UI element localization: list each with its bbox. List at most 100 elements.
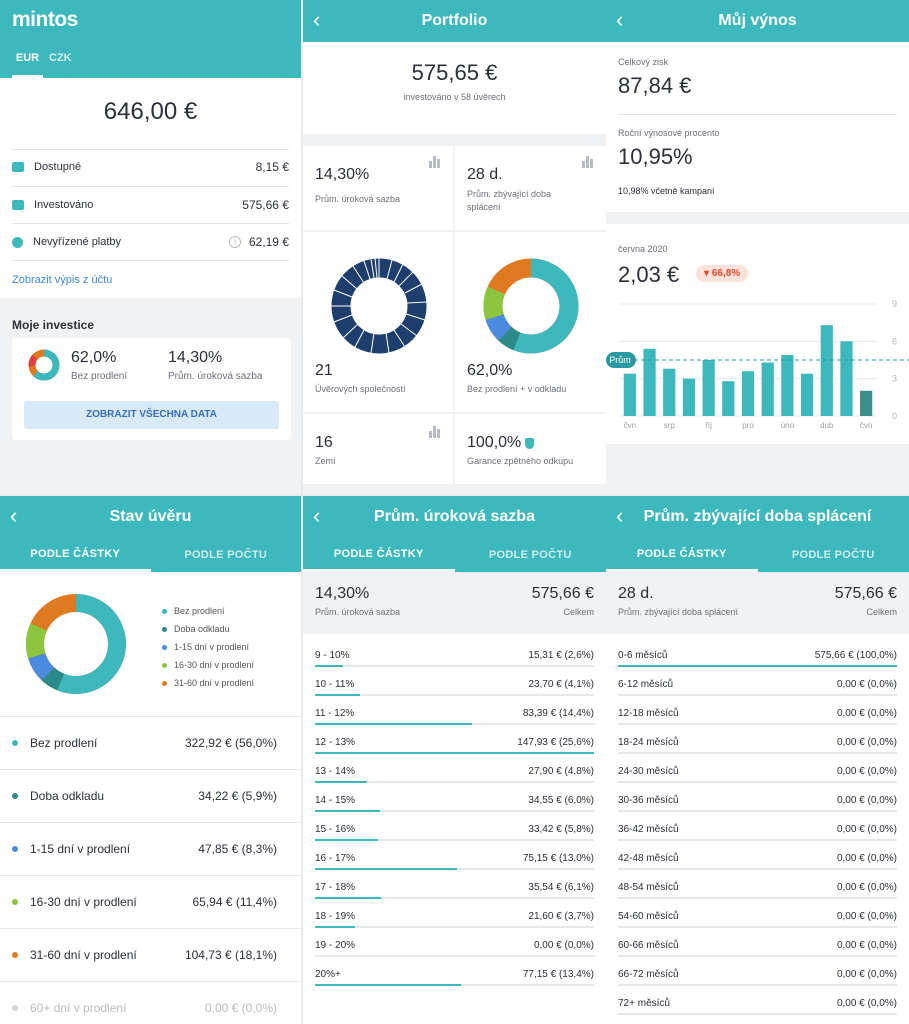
term-tile[interactable]: 28 d. Prům. zbývající doba splácení bbox=[455, 146, 606, 230]
buyback-label: Garance zpětného odkupu bbox=[467, 456, 574, 466]
range-row: 12-18 měsíců 0,00 € (0,0%) bbox=[618, 700, 897, 729]
clock-icon bbox=[12, 236, 23, 248]
statement-link[interactable]: Zobrazit výpis z účtu bbox=[12, 274, 113, 286]
range-value: 27,90 € (4,8%) bbox=[528, 766, 594, 777]
back-icon[interactable]: ‹ bbox=[313, 503, 321, 528]
status-dot-icon bbox=[12, 1005, 18, 1011]
term-header: ‹ Prům. zbývající doba splácení bbox=[606, 496, 909, 538]
range-label: 66-72 měsíců bbox=[618, 969, 679, 980]
range-value: 0,00 € (0,0%) bbox=[836, 795, 897, 806]
range-track bbox=[618, 1013, 897, 1015]
range-value: 0,00 € (0,0%) bbox=[836, 969, 897, 980]
range-label: 12 - 13% bbox=[315, 737, 356, 748]
x-tick-label: říj bbox=[705, 421, 712, 430]
monthly-bar-chart: 9 6 3 0 čvn srp říj pro úno dub čvn Prům bbox=[606, 299, 909, 430]
range-label: 12-18 měsíců bbox=[618, 708, 679, 719]
range-row: 10 - 11% 23,70 € (4,1%) bbox=[315, 671, 594, 700]
bar bbox=[722, 381, 735, 416]
range-row: 14 - 15% 34,55 € (6,0%) bbox=[315, 787, 594, 816]
tab-by-count[interactable]: PODLE POČTU bbox=[488, 549, 572, 561]
term-label: Prům. zbývající doba splácení bbox=[467, 189, 552, 212]
average-tag bbox=[606, 352, 636, 368]
bar bbox=[623, 373, 636, 416]
tab-by-amount[interactable]: PODLE ČÁSTKY bbox=[303, 538, 455, 572]
returns-header: ‹ Můj výnos bbox=[606, 0, 909, 42]
range-value: 35,54 € (6,1%) bbox=[528, 882, 594, 893]
companies-tile[interactable]: 21 Úvěrových společností bbox=[303, 232, 453, 412]
range-row: 66-72 měsíců 0,00 € (0,0%) bbox=[618, 961, 897, 990]
range-label: 15 - 16% bbox=[315, 824, 356, 835]
loan-status-row[interactable]: 31-60 dní v prodlení 104,73 € (18,1%) bbox=[0, 928, 301, 981]
range-label: 19 - 20% bbox=[315, 940, 356, 951]
range-track bbox=[315, 781, 594, 783]
range-row: 18 - 19% 21,60 € (3,7%) bbox=[315, 903, 594, 932]
range-value: 77,15 € (13,4%) bbox=[522, 969, 594, 980]
range-track bbox=[315, 839, 594, 841]
invested-amount: 575,65 € bbox=[411, 60, 498, 85]
range-track bbox=[618, 984, 897, 986]
range-bar bbox=[315, 926, 356, 928]
range-value: 0,00 € (0,0%) bbox=[836, 766, 897, 777]
range-value: 0,00 € (0,0%) bbox=[533, 940, 594, 951]
range-track bbox=[315, 810, 594, 812]
loan-status-row[interactable]: Doba odkladu 34,22 € (5,9%) bbox=[0, 769, 301, 822]
term-value: 28 d. bbox=[467, 166, 503, 183]
range-row: 13 - 14% 27,90 € (4,8%) bbox=[315, 758, 594, 787]
tab-czk[interactable]: CZK bbox=[49, 52, 72, 64]
range-track bbox=[618, 694, 897, 696]
range-label: 18 - 19% bbox=[315, 911, 356, 922]
loan-status-row[interactable]: Bez prodlení 322,92 € (56,0%) bbox=[0, 716, 301, 769]
tab-by-amount[interactable]: PODLE ČÁSTKY bbox=[606, 538, 758, 572]
back-icon[interactable]: ‹ bbox=[313, 7, 321, 32]
rate-tile[interactable]: 14,30% Prům. úroková sazba bbox=[303, 146, 453, 230]
y-tick-label: 6 bbox=[892, 336, 897, 346]
rate-panel: ‹ Prům. úroková sazba PODLE ČÁSTKY PODLE … bbox=[303, 496, 606, 1024]
tab-by-count[interactable]: PODLE POČTU bbox=[791, 549, 875, 561]
back-icon[interactable]: ‹ bbox=[10, 503, 18, 528]
range-row: 30-36 měsíců 0,00 € (0,0%) bbox=[618, 787, 897, 816]
range-track bbox=[618, 781, 897, 783]
status-label: 16-30 dní v prodlení bbox=[30, 895, 137, 909]
x-tick-label: čvn bbox=[860, 421, 872, 430]
show-all-data-button[interactable]: ZOBRAZIT VŠECHNA DATA bbox=[24, 401, 279, 429]
info-icon[interactable]: i bbox=[228, 236, 241, 248]
range-row: 60-66 měsíců 0,00 € (0,0%) bbox=[618, 932, 897, 961]
tab-eur[interactable]: EUR bbox=[12, 52, 43, 78]
tab-by-amount[interactable]: PODLE ČÁSTKY bbox=[0, 538, 151, 572]
range-track bbox=[315, 955, 594, 957]
current-pct: 62,0% bbox=[71, 349, 117, 366]
bar bbox=[781, 355, 794, 416]
mini-donut bbox=[28, 349, 60, 381]
loan-status-row[interactable]: 16-30 dní v prodlení 65,94 € (11,4%) bbox=[0, 875, 301, 928]
bar bbox=[860, 390, 873, 416]
range-row: 12 - 13% 147,93 € (25,6%) bbox=[315, 729, 594, 758]
countries-value: 16 bbox=[315, 434, 333, 451]
loan-status-row[interactable]: 1-15 dní v prodlení 47,85 € (8,3%) bbox=[0, 822, 301, 875]
countries-tile[interactable]: 16 Zemí bbox=[303, 414, 453, 484]
avg-rate-label: Prům. úroková sazba bbox=[168, 371, 263, 382]
range-value: 0,00 € (0,0%) bbox=[836, 853, 897, 864]
tab-by-count[interactable]: PODLE POČTU bbox=[184, 549, 268, 561]
loan-status-panel: ‹ Stav úvěru PODLE ČÁSTKY PODLE POČTU Bez… bbox=[0, 496, 301, 1024]
back-icon[interactable]: ‹ bbox=[616, 7, 624, 32]
back-icon[interactable]: ‹ bbox=[616, 503, 624, 528]
range-row: 9 - 10% 15,31 € (2,6%) bbox=[315, 642, 594, 671]
status-value: 104,73 € (18,1%) bbox=[184, 948, 277, 962]
status-label: Bez prodlení bbox=[30, 736, 98, 750]
loan-status-header: ‹ Stav úvěru bbox=[0, 496, 301, 538]
range-row: 54-60 měsíců 0,00 € (0,0%) bbox=[618, 903, 897, 932]
buyback-tile[interactable]: 100,0% Garance zpětného odkupu bbox=[455, 414, 606, 484]
loan-status-row[interactable]: 60+ dní v prodlení 0,00 € (0,0%) bbox=[0, 981, 301, 1024]
annual-label: Roční výnosové procento bbox=[618, 128, 720, 138]
investments-card: 62,0% Bez prodlení 14,30% Prům. úroková … bbox=[12, 338, 291, 440]
y-tick-label: 3 bbox=[892, 374, 897, 384]
status-value: 34,22 € (5,9%) bbox=[198, 789, 277, 803]
bar bbox=[643, 348, 656, 416]
range-track bbox=[315, 694, 594, 696]
current-label: Bez prodlení bbox=[71, 371, 128, 382]
loan-status-tabs: PODLE ČÁSTKY PODLE POČTU bbox=[0, 538, 301, 572]
status-tile[interactable]: 62,0% Bez prodlení + v odkladu bbox=[455, 232, 606, 412]
range-label: 17 - 18% bbox=[315, 882, 356, 893]
range-value: 147,93 € (25,6%) bbox=[517, 737, 594, 748]
range-row: 6-12 měsíců 0,00 € (0,0%) bbox=[618, 671, 897, 700]
